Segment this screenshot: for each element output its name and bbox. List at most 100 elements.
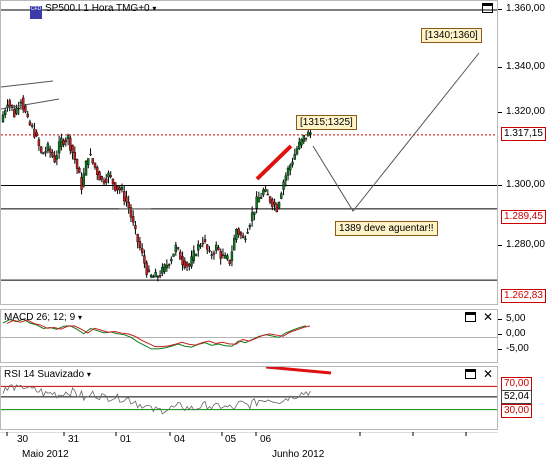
candle-body bbox=[262, 189, 265, 196]
candle-body bbox=[239, 232, 243, 236]
candle-body bbox=[118, 187, 121, 191]
macd-controls: ✕ bbox=[461, 311, 493, 324]
candle-body bbox=[69, 137, 72, 151]
price-chart-pane[interactable]: CFD SP500.I 1 Hora TMG+0 ▾ [1340;1360] [… bbox=[0, 0, 498, 305]
macd-pane[interactable]: MACD 26; 12; 9 ▾ ✕ bbox=[0, 309, 498, 363]
y-tick-label: -5,00 bbox=[498, 343, 529, 354]
x-month-label: Junho 2012 bbox=[272, 449, 325, 460]
candle-body bbox=[194, 254, 198, 256]
rsi-divergence-marker bbox=[265, 367, 332, 375]
candle-body bbox=[271, 199, 274, 208]
candle-body bbox=[199, 245, 202, 247]
rsi-value-level: 52,04 bbox=[501, 390, 533, 404]
candle-body bbox=[309, 132, 312, 135]
candle-body bbox=[300, 138, 303, 146]
candle-body bbox=[156, 276, 160, 278]
trend-line bbox=[1, 98, 60, 110]
price-y-axis: 1.360,00 1.340,00 1.320,00 1.300,00 1.28… bbox=[498, 0, 558, 305]
candle-body bbox=[264, 189, 267, 192]
chevron-down-icon[interactable]: ▾ bbox=[86, 370, 91, 379]
time-x-axis: 30 31 01 04 05 06 Maio 2012 Junho 2012 bbox=[0, 432, 498, 462]
candle-body bbox=[154, 271, 157, 278]
candle-body bbox=[163, 264, 166, 272]
candle-body bbox=[215, 244, 218, 251]
candle-body bbox=[98, 171, 101, 181]
near-target-annotation[interactable]: [1315;1325] bbox=[296, 115, 357, 130]
candle-body bbox=[226, 255, 229, 260]
candle-body bbox=[268, 196, 272, 203]
candle-body bbox=[172, 253, 175, 257]
rsi-svg bbox=[1, 367, 497, 415]
maximize-icon[interactable] bbox=[464, 312, 476, 322]
candle-body bbox=[289, 164, 292, 171]
macd-title[interactable]: MACD 26; 12; 9 ▾ bbox=[4, 312, 82, 323]
rsi-controls: ✕ bbox=[461, 368, 493, 381]
maximize-icon[interactable] bbox=[464, 369, 476, 379]
target-annotation[interactable]: [1340;1360] bbox=[421, 28, 482, 43]
price-chart-title[interactable]: SP500.I 1 Hora TMG+0 ▾ bbox=[45, 3, 156, 14]
chevron-down-icon[interactable]: ▾ bbox=[152, 4, 157, 13]
candle-body bbox=[42, 152, 45, 155]
candle-body bbox=[284, 175, 287, 181]
candle-body bbox=[53, 155, 56, 163]
candle-body bbox=[8, 100, 11, 107]
candle-body bbox=[248, 225, 252, 228]
candle-body bbox=[35, 132, 38, 136]
y-tick-label: 1.360,00 bbox=[498, 3, 545, 14]
macd-y-axis: 5,00 0,00 -5,00 bbox=[497, 309, 558, 363]
candle-body bbox=[179, 251, 182, 260]
candle-body bbox=[48, 148, 52, 153]
candle-body bbox=[152, 276, 155, 278]
candle-body bbox=[105, 178, 108, 183]
candle-body bbox=[273, 201, 276, 205]
candle-body bbox=[307, 131, 310, 137]
macd-signal-line bbox=[6, 319, 311, 348]
maximize-icon[interactable] bbox=[482, 3, 493, 13]
y-tick-label: 0,00 bbox=[497, 328, 526, 339]
candle-body bbox=[304, 137, 308, 140]
y-tick-label: 1.320,00 bbox=[498, 106, 545, 117]
candle-body bbox=[145, 262, 148, 275]
candle-body bbox=[293, 154, 296, 160]
candle-body bbox=[286, 167, 290, 176]
candle-body bbox=[203, 239, 207, 242]
candle-body bbox=[201, 242, 204, 245]
close-icon[interactable]: ✕ bbox=[482, 310, 493, 324]
candle-body bbox=[197, 244, 200, 251]
candle-body bbox=[280, 193, 283, 199]
candle-body bbox=[250, 212, 254, 222]
x-tick-label: 30 bbox=[17, 434, 29, 445]
candle-body bbox=[75, 159, 79, 169]
candle-body bbox=[206, 244, 209, 250]
rsi-pane[interactable]: RSI 14 Suavizado ▾ ✕ bbox=[0, 366, 498, 430]
candle-body bbox=[62, 140, 65, 146]
candle-body bbox=[66, 135, 70, 140]
candle-body bbox=[4, 110, 7, 115]
candle-body bbox=[96, 167, 99, 175]
candle-body bbox=[230, 251, 234, 262]
candle-body bbox=[87, 158, 90, 165]
close-icon[interactable]: ✕ bbox=[482, 367, 493, 381]
y-tick-label: 1.340,00 bbox=[498, 61, 545, 72]
candle-body bbox=[149, 274, 153, 278]
candle-body bbox=[208, 250, 211, 252]
candle-body bbox=[1, 114, 5, 123]
candle-body bbox=[114, 182, 117, 191]
candle-body bbox=[131, 216, 135, 223]
candle-body bbox=[39, 146, 43, 153]
rsi-line bbox=[2, 384, 311, 415]
support-annotation[interactable]: 1389 deve aguentar!! bbox=[335, 221, 438, 236]
candle-body bbox=[221, 254, 225, 256]
candle-body bbox=[102, 180, 106, 184]
candle-body bbox=[165, 265, 169, 269]
candle-body bbox=[46, 143, 50, 151]
candle-body bbox=[143, 255, 146, 264]
candle-body bbox=[161, 267, 164, 274]
candle-body bbox=[277, 202, 281, 208]
candle-body bbox=[291, 161, 294, 165]
candle-body bbox=[30, 125, 34, 127]
chevron-down-icon[interactable]: ▾ bbox=[77, 313, 82, 322]
rsi-title[interactable]: RSI 14 Suavizado ▾ bbox=[4, 369, 91, 380]
candle-body bbox=[170, 258, 173, 262]
candle-body bbox=[73, 152, 77, 161]
